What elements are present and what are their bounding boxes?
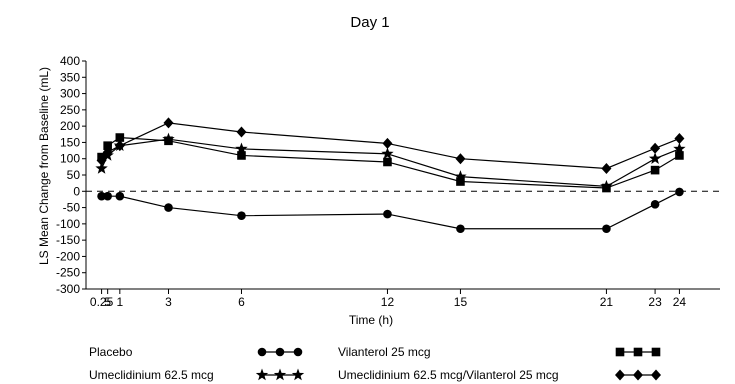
data-point-circle — [383, 209, 392, 219]
series-line-square — [101, 136, 680, 189]
y-tick-label: 100 — [60, 152, 80, 166]
data-point-circle — [650, 200, 660, 209]
legend-label: Umeclidinium 62.5 mcg — [89, 368, 214, 382]
data-point-square — [675, 151, 684, 160]
data-point-circle — [97, 191, 106, 201]
data-point-diamond — [236, 126, 247, 138]
legend-marker-square — [615, 347, 625, 357]
data-point-circle — [103, 191, 112, 201]
data-point-circle — [456, 224, 465, 234]
data-point-star — [648, 152, 662, 164]
data-point-square — [103, 141, 112, 150]
legend-label: Umeclidinium 62.5 mcg/Vilanterol 25 mcg — [338, 368, 559, 382]
data-point-circle — [237, 211, 246, 221]
legend-marker-circle — [293, 347, 303, 357]
x-tick-label: 0.25 — [90, 295, 114, 309]
y-tick-label: -200 — [56, 249, 80, 263]
y-ticks: -300 -250 -200 -150 -100 -50 0 50 100 150 200 250 30… — [56, 54, 86, 296]
x-axis-title: Time (h) — [349, 313, 393, 327]
legend-marker-square — [633, 347, 643, 357]
y-tick-label: 300 — [60, 87, 80, 101]
y-tick-label: 0 — [73, 184, 80, 198]
data-point-diamond — [96, 154, 107, 166]
data-point-diamond — [163, 117, 174, 129]
data-point-diamond — [674, 133, 685, 145]
y-tick-label: -100 — [56, 217, 80, 231]
legend-marker-diamond — [615, 369, 625, 381]
data-point-diamond — [650, 142, 661, 154]
y-tick-label: 250 — [60, 103, 80, 117]
data-point-star — [381, 147, 394, 160]
data-point-square — [456, 177, 465, 186]
data-point-circle — [602, 224, 611, 234]
chart-title: Day 1 — [350, 14, 389, 31]
legend-marker-star — [273, 368, 287, 381]
y-tick-label: 150 — [60, 135, 80, 149]
data-point-circle — [675, 187, 684, 197]
y-tick-label: -150 — [56, 233, 80, 247]
x-tick-label: 5 — [104, 295, 111, 309]
legend-marker-diamond — [651, 369, 661, 381]
data-point-star — [235, 142, 248, 155]
data-point-circle — [115, 191, 125, 201]
y-tick-label: 350 — [60, 70, 80, 84]
y-axis-title: LS Mean Change from Baseline (mL) — [37, 67, 51, 265]
legend-marker-circle — [257, 347, 267, 357]
legend-label: Vilanterol 25 mcg — [338, 345, 431, 359]
series-line-star — [101, 138, 680, 188]
data-point-square — [237, 151, 246, 160]
y-tick-label: -250 — [56, 266, 80, 280]
y-tick-label: 50 — [67, 168, 81, 182]
x-tick-label: 21 — [600, 295, 614, 309]
x-tick-label: 23 — [648, 295, 662, 309]
data-point-square — [115, 133, 125, 142]
data-point-circle — [164, 203, 173, 212]
legend-marker-circle — [275, 347, 285, 357]
y-tick-label: -300 — [56, 282, 80, 296]
series-markers — [95, 117, 686, 234]
y-tick-label: 400 — [60, 54, 80, 68]
data-point-star — [454, 170, 467, 182]
y-tick-label: 200 — [60, 119, 80, 133]
data-point-star — [162, 132, 175, 145]
legend-marker-star — [255, 368, 269, 381]
data-point-star — [95, 161, 108, 174]
legend-marker-star — [291, 368, 305, 381]
data-point-diamond — [114, 140, 125, 152]
data-point-square — [383, 157, 392, 167]
legend: Placebo Vilanterol 25 mcg Umeclidinium 62.… — [89, 345, 661, 382]
y-tick-label: -50 — [63, 201, 81, 215]
x-tick-label: 1 — [116, 295, 123, 309]
series-line-diamond — [101, 122, 680, 170]
legend-marker-diamond — [633, 369, 643, 381]
x-ticks: 0.255 1 3 6 12 15 21 23 24 — [90, 289, 687, 309]
data-point-diamond — [601, 162, 612, 174]
data-point-diamond — [382, 137, 393, 149]
x-tick-label: 3 — [165, 295, 172, 309]
data-point-diamond — [455, 153, 466, 165]
data-point-star — [673, 142, 686, 155]
data-point-square — [650, 165, 660, 175]
x-tick-label: 6 — [238, 295, 245, 309]
series-line-circle — [101, 191, 680, 230]
data-point-diamond — [102, 146, 113, 158]
legend-label: Placebo — [89, 345, 133, 359]
x-tick-label: 24 — [673, 295, 687, 309]
series-lines — [101, 122, 680, 230]
x-tick-label: 15 — [454, 295, 468, 309]
x-tick-label: 12 — [381, 295, 395, 309]
legend-marker-square — [651, 347, 661, 357]
data-point-star — [600, 179, 613, 192]
